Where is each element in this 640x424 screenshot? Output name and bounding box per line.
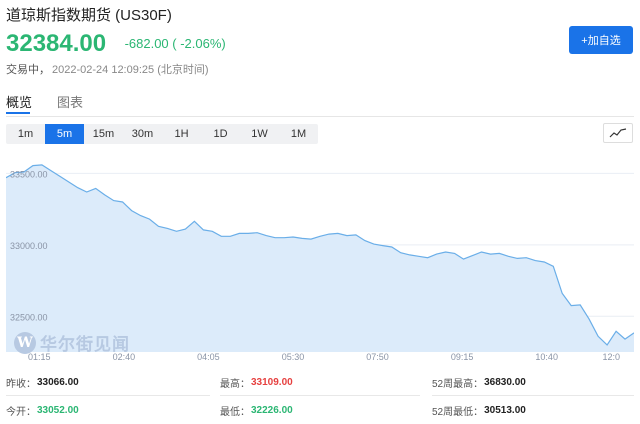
x-tick-label: 01:15 bbox=[28, 352, 51, 362]
stat-label: 昨收： bbox=[6, 378, 36, 390]
x-tick-label: 02:40 bbox=[113, 352, 136, 362]
status-text: 交易中， bbox=[6, 64, 50, 76]
stat-52w-high: 52周最高： 36830.00 bbox=[432, 368, 526, 396]
stat-label: 52周最低： bbox=[432, 406, 484, 418]
price-chart-svg: 33500.00 33000.00 32500.00 01:15 02:40 04:05 0… bbox=[6, 164, 634, 362]
quote-timestamp: 2022-02-24 12:09:25 (北京时间) bbox=[52, 64, 209, 76]
stat-label: 今开： bbox=[6, 406, 36, 418]
x-tick-label: 04:05 bbox=[197, 352, 220, 362]
x-tick-label: 09:15 bbox=[451, 352, 474, 362]
quote-stats: 昨收： 33066.00 最高： 33109.00 52周最高： 36830.00 今… bbox=[0, 368, 640, 424]
active-tab-indicator bbox=[6, 112, 30, 114]
y-tick-label: 33500.00 bbox=[10, 169, 48, 179]
period-15m[interactable]: 15m bbox=[92, 128, 115, 140]
stat-value: 36830.00 bbox=[484, 376, 526, 388]
watermark-mark: W bbox=[14, 331, 36, 354]
x-tick-label: 10:40 bbox=[535, 352, 558, 362]
price-line bbox=[6, 164, 634, 346]
period-1w[interactable]: 1W bbox=[251, 128, 268, 140]
period-selector: 1m 5m 15m 30m 1H 1D 1W 1M bbox=[6, 124, 318, 144]
trading-status: 交易中， 2022-02-24 12:09:25 (北京时间) bbox=[6, 61, 209, 77]
stat-label: 最低： bbox=[220, 406, 250, 418]
tab-overview[interactable]: 概览 bbox=[6, 95, 33, 110]
price-row: 32384.00 -682.00 ( -2.06%) bbox=[6, 30, 226, 58]
period-1h[interactable]: 1H bbox=[174, 128, 189, 140]
stat-divider bbox=[220, 395, 420, 396]
stat-open: 今开： 33052.00 bbox=[6, 396, 79, 424]
stat-divider bbox=[432, 395, 634, 396]
price-chart[interactable]: 33500.00 33000.00 32500.00 01:15 02:40 04:05 0… bbox=[6, 152, 634, 362]
stat-value: 33052.00 bbox=[37, 404, 79, 416]
stat-value: 33109.00 bbox=[251, 376, 293, 388]
stat-52w-low: 52周最低： 30513.00 bbox=[432, 396, 526, 424]
watermark-text: 华尔街见闻 bbox=[40, 335, 130, 355]
period-1d[interactable]: 1D bbox=[213, 128, 228, 140]
price-area bbox=[6, 164, 634, 352]
line-chart-icon bbox=[609, 128, 627, 138]
period-5m[interactable]: 5m bbox=[45, 124, 84, 144]
stat-divider bbox=[6, 395, 210, 396]
price-change: -682.00 ( -2.06%) bbox=[124, 36, 226, 51]
y-tick-label: 33000.00 bbox=[10, 241, 48, 251]
tabs-divider bbox=[6, 116, 634, 117]
tab-chart[interactable]: 图表 bbox=[57, 95, 84, 110]
stat-high: 最高： 33109.00 bbox=[220, 368, 293, 396]
stat-value: 30513.00 bbox=[484, 404, 526, 416]
watermark-logo: W 华尔街见闻 bbox=[14, 330, 130, 355]
stat-prev-close: 昨收： 33066.00 bbox=[6, 368, 79, 396]
x-tick-label: 05:30 bbox=[282, 352, 305, 362]
last-price: 32384.00 bbox=[6, 30, 107, 57]
chart-type-toggle[interactable] bbox=[603, 123, 633, 143]
stat-label: 最高： bbox=[220, 378, 250, 390]
add-to-watchlist-button[interactable]: +加自选 bbox=[569, 26, 633, 54]
period-1m[interactable]: 1m bbox=[17, 128, 34, 140]
period-1mo[interactable]: 1M bbox=[290, 128, 307, 140]
y-tick-label: 32500.00 bbox=[10, 312, 48, 322]
stat-value: 33066.00 bbox=[37, 376, 79, 388]
x-tick-label: 12:0 bbox=[602, 352, 620, 362]
x-tick-label: 07:50 bbox=[366, 352, 389, 362]
stat-label: 52周最高： bbox=[432, 378, 484, 390]
period-30m[interactable]: 30m bbox=[131, 128, 154, 140]
stat-value: 32226.00 bbox=[251, 404, 293, 416]
instrument-title: 道琼斯指数期货 (US30F) bbox=[6, 7, 172, 24]
stat-low: 最低： 32226.00 bbox=[220, 396, 293, 424]
